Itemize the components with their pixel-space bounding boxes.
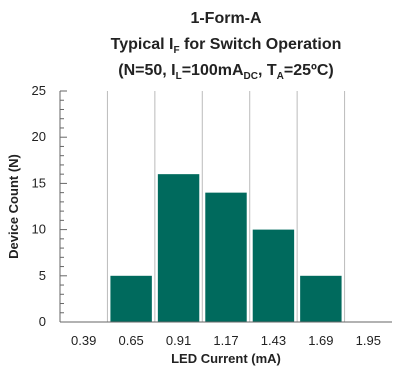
title-text-segment: 1-Form-A: [190, 10, 262, 27]
title-text-segment: Typical I: [111, 36, 174, 53]
y-axis-label: Device Count (N): [6, 154, 21, 259]
chart-title-line: 1-Form-A: [190, 10, 262, 27]
title-subscript: F: [173, 45, 179, 56]
y-tick-label: 5: [39, 268, 46, 283]
title-subscript: A: [277, 71, 284, 82]
chart-axes: [59, 91, 392, 323]
title-subscript: L: [176, 71, 182, 82]
x-axis-label: LED Current (mA): [171, 351, 281, 366]
x-tick-label: 0.39: [71, 333, 96, 348]
title-text-segment: =25ºC): [284, 62, 334, 79]
title-text-segment: , T: [258, 62, 277, 79]
x-tick-label: 1.69: [308, 333, 333, 348]
y-tick-label: 25: [32, 83, 46, 98]
x-tick-label: 0.91: [166, 333, 191, 348]
y-tick-label: 0: [39, 314, 46, 329]
chart-title-line: Typical IF for Switch Operation: [111, 36, 342, 56]
y-axis-ticks: 0 5 10 15 20 25: [32, 83, 67, 329]
y-tick-label: 10: [32, 222, 46, 237]
chart-bars: [110, 174, 342, 322]
x-tick-label: 1.95: [356, 333, 381, 348]
bar: [110, 275, 152, 322]
bar: [252, 229, 295, 322]
x-tick-label: 1.43: [261, 333, 286, 348]
title-text-segment: =100mA: [182, 62, 244, 79]
chart-title-line: (N=50, IL=100mADC, TA=25ºC): [118, 62, 334, 82]
chart-grid: [106, 91, 346, 322]
y-tick-label: 20: [32, 129, 46, 144]
title-text-segment: for Switch Operation: [180, 36, 342, 53]
bar: [205, 192, 247, 322]
x-tick-label: 1.17: [213, 333, 238, 348]
x-axis-ticks: 0.39 0.65 0.91 1.17 1.43 1.69 1.95: [71, 333, 381, 348]
y-tick-label: 15: [32, 175, 46, 190]
title-text-segment: (N=50, I: [118, 62, 175, 79]
bar: [300, 275, 342, 322]
x-tick-label: 0.65: [118, 333, 143, 348]
bar: [157, 174, 200, 322]
title-subscript: DC: [244, 71, 258, 82]
chart-title: 1-Form-A Typical IF for Switch Operation (…: [111, 10, 342, 82]
